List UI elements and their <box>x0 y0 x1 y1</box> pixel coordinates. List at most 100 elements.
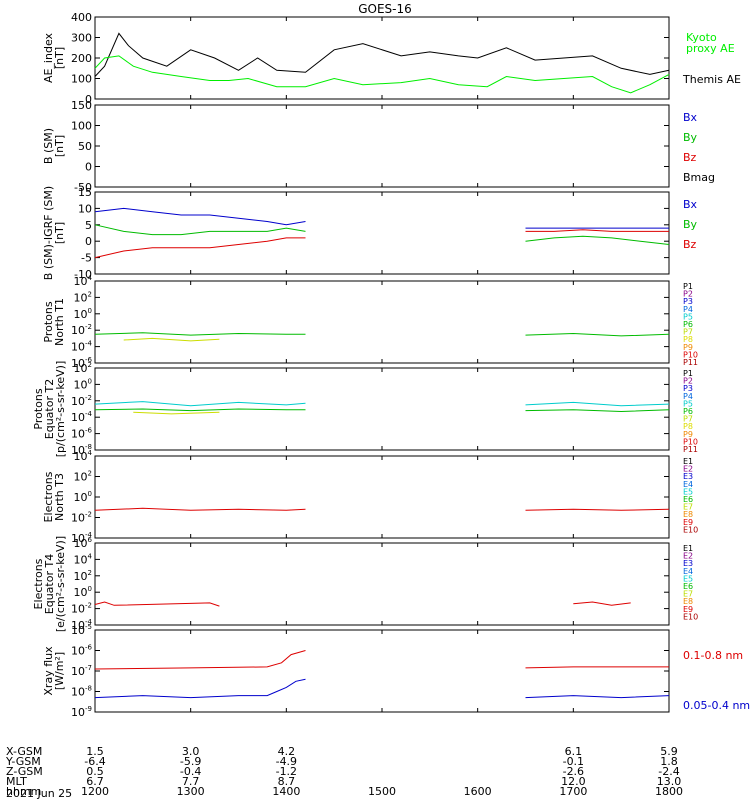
series-p5 <box>94 401 306 407</box>
series-bz <box>94 237 306 259</box>
panel-frame <box>94 629 670 713</box>
y-tick-label: 10-6 <box>71 644 93 658</box>
series-p6 <box>94 408 306 412</box>
series-p7 <box>123 337 220 342</box>
legend-label: Bx <box>683 198 698 211</box>
x-table-value: 1500 <box>368 785 396 798</box>
series-e9 <box>525 508 670 511</box>
legend-label: E6 <box>683 582 693 591</box>
y-tick-label: 10-9 <box>71 705 92 719</box>
plot-title: GOES-16 <box>358 2 412 16</box>
y-axis-label: Electrons <box>42 471 55 522</box>
y-tick-label: 10-5 <box>71 623 92 637</box>
y-tick-label: 150 <box>71 99 92 112</box>
legend-label: P1 <box>683 282 693 291</box>
legend-label: E1 <box>683 457 693 466</box>
y-tick-label: 50 <box>78 140 92 153</box>
series-e9 <box>573 601 631 606</box>
legend-label: P3 <box>683 384 693 393</box>
y-tick-label: 200 <box>71 52 92 65</box>
x-table-value: 8.7 <box>278 775 296 788</box>
series-p5 <box>525 401 670 407</box>
x-table-value: 1300 <box>177 785 205 798</box>
legend-label: P8 <box>683 422 693 431</box>
x-table-value: 5.9 <box>660 745 678 758</box>
legend-label: Themis AE <box>682 73 741 86</box>
y-tick-label: 400 <box>71 11 92 24</box>
legend-label: By <box>683 218 698 231</box>
y-tick-label: 15 <box>78 186 92 199</box>
x-table-value: 1400 <box>272 785 300 798</box>
y-axis-label: AE_index <box>42 32 55 83</box>
x-table-value: 1200 <box>81 785 109 798</box>
y-tick-label: 104 <box>74 449 93 463</box>
y-tick-label: 10 <box>78 202 92 215</box>
y-tick-label: 10-2 <box>71 394 92 408</box>
y-tick-label: 102 <box>74 569 92 583</box>
x-table-value: 4.2 <box>278 745 296 758</box>
y-tick-label: 0 <box>85 93 92 106</box>
y-tick-label: 10-2 <box>71 323 92 337</box>
x-table-value: -0.1 <box>563 755 584 768</box>
series-p6 <box>525 332 670 337</box>
y-axis-label: Electrons <box>32 558 45 609</box>
legend-label: Bx <box>683 111 698 124</box>
y-tick-label: 10-7 <box>71 664 92 678</box>
x-table-value: 1.8 <box>660 755 678 768</box>
y-tick-label: -5 <box>81 252 92 265</box>
legend-label: P3 <box>683 297 693 306</box>
legend-label: P11 <box>683 445 698 454</box>
y-tick-label: -10 <box>74 268 92 281</box>
x-table-value: 6.1 <box>565 745 583 758</box>
x-row-label: Y-GSM <box>5 755 41 768</box>
y-axis-label: [nT] <box>53 135 66 157</box>
series-p6 <box>525 409 670 413</box>
y-tick-label: 102 <box>74 361 92 375</box>
series-e9 <box>94 507 306 511</box>
series-bz <box>525 229 669 232</box>
legend-label: E10 <box>683 525 698 534</box>
y-axis-label: North T3 <box>53 473 66 521</box>
panel-frame <box>94 542 670 626</box>
legend-label: P10 <box>683 437 698 446</box>
legend-label: Bz <box>683 238 697 251</box>
legend-label: Bmag <box>683 171 715 184</box>
x-table-value: 12.0 <box>561 775 586 788</box>
legend-label: P5 <box>683 399 693 408</box>
legend-label: E9 <box>683 518 693 527</box>
y-tick-label: 10-6 <box>71 427 93 441</box>
x-table-value: 7.7 <box>182 775 200 788</box>
legend-label: P5 <box>683 312 693 321</box>
legend-label: E8 <box>683 597 693 606</box>
legend-label: P6 <box>683 320 693 329</box>
panel-frame <box>94 367 670 451</box>
legend-label: E4 <box>683 480 693 489</box>
legend-label: E2 <box>683 552 693 561</box>
x-table-value: -4.9 <box>276 755 297 768</box>
y-tick-label: -50 <box>74 181 92 194</box>
legend-label: By <box>683 131 698 144</box>
y-tick-label: 10-8 <box>71 685 92 699</box>
panel-frame <box>94 455 670 539</box>
x-table-value: 1600 <box>464 785 492 798</box>
y-axis-label: Equator T4 <box>43 554 56 614</box>
legend-label: E7 <box>683 590 693 599</box>
legend-label: P1 <box>683 369 693 378</box>
x-table-value: 13.0 <box>657 775 682 788</box>
x-table-value: -2.6 <box>563 765 584 778</box>
legend-label: E6 <box>683 495 693 504</box>
legend-label: E9 <box>683 605 693 614</box>
legend-label: 0.1-0.8 nm <box>683 649 743 662</box>
legend-label: Kyoto <box>686 31 717 44</box>
panel-2: -50 0 50 100 150 B (SM)[nT] Bx By Bz Bmag <box>42 99 715 194</box>
y-tick-label: 100 <box>74 490 92 504</box>
x-table-value: 1.5 <box>86 745 104 758</box>
series-by <box>525 235 670 245</box>
y-tick-label: 100 <box>71 73 92 86</box>
legend-label: P4 <box>683 392 693 401</box>
y-tick-label: 100 <box>74 585 92 599</box>
x-table-value: -2.4 <box>658 765 679 778</box>
